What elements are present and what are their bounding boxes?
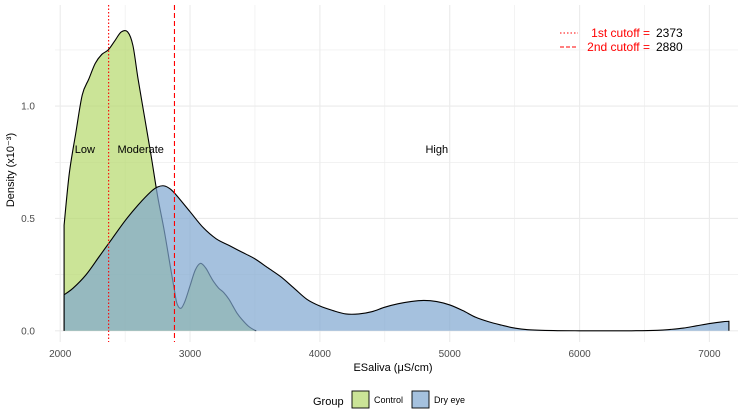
region-labels: Low Moderate High	[75, 144, 448, 156]
legend-key-dry-eye	[411, 390, 430, 409]
cutoff-legend-value-1: 2373	[656, 26, 683, 40]
cutoff-legend-label-2: 2nd cutoff =	[587, 40, 650, 54]
legend-label-control: Control	[374, 395, 403, 405]
region-label-moderate: Moderate	[117, 144, 163, 156]
x-axis-title: ESaliva (μS/cm)	[353, 362, 432, 374]
y-tick-label: 0.5	[21, 214, 35, 225]
legend-key-control	[351, 390, 370, 409]
cutoff-legend: 1st cutoff = 2373 2nd cutoff = 2880	[560, 26, 683, 54]
x-tick-label: 6000	[568, 349, 591, 360]
cutoff-legend-value-2: 2880	[656, 40, 683, 54]
y-tick-label: 1.0	[21, 102, 35, 113]
region-label-low: Low	[75, 144, 95, 156]
x-tick-label: 5000	[439, 349, 462, 360]
y-tick-label: 0.0	[21, 326, 35, 337]
density-line-dry-eye	[63, 185, 730, 332]
group-legend: Group Control Dry eye	[313, 390, 465, 409]
x-tick-label: 2000	[49, 349, 72, 360]
x-tick-label: 7000	[698, 349, 721, 360]
cutoff-lines	[108, 5, 176, 342]
density-areas	[63, 30, 730, 332]
y-axis-title: Density (x10⁻³)	[5, 133, 17, 207]
legend-title: Group	[313, 396, 344, 408]
region-label-high: High	[425, 144, 448, 156]
density-area-dry-eye	[64, 185, 729, 331]
cutoff-legend-label-1: 1st cutoff =	[591, 26, 650, 40]
x-tick-label: 3000	[179, 349, 202, 360]
x-tick-label: 4000	[309, 349, 332, 360]
legend-label-dry-eye: Dry eye	[434, 395, 465, 405]
axis-ticks: 2000 3000 4000 5000 6000 7000 0.0 0.5 1.0	[21, 102, 721, 360]
